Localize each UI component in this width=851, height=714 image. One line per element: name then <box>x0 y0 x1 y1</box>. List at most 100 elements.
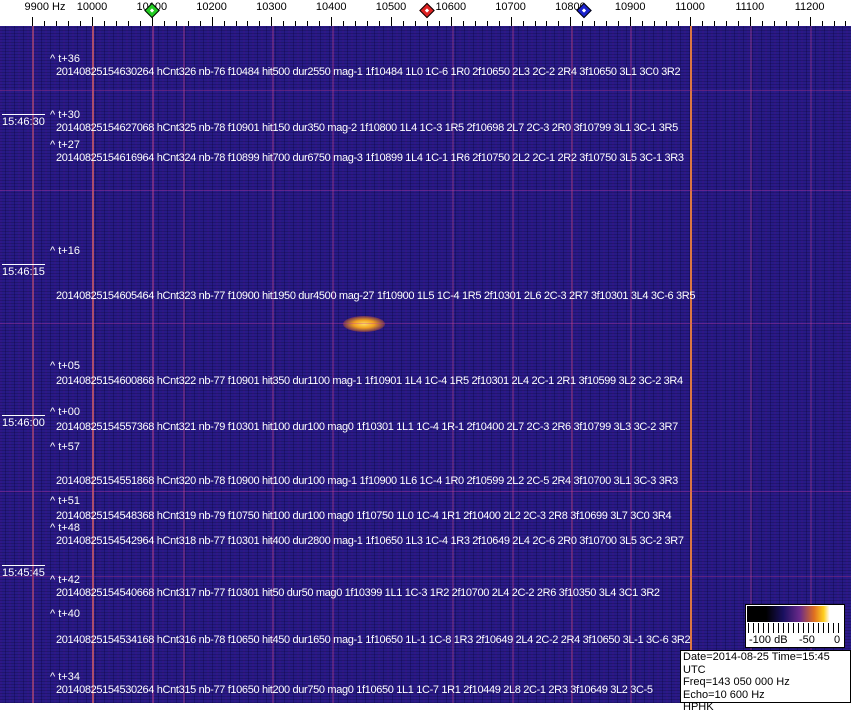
detection-record: 20140825154616964 hCnt324 nb-78 f10899 h… <box>56 152 684 164</box>
axis-tick <box>462 21 464 26</box>
time-offset-label: ^ t+05 <box>50 360 80 372</box>
horizontal-line <box>0 491 851 492</box>
time-offset-label: ^ t+34 <box>50 671 80 683</box>
axis-tick <box>402 21 404 26</box>
axis-tick-label: 10700 <box>495 1 526 13</box>
axis-tick <box>283 21 285 26</box>
info-echo: Echo=10 600 Hz <box>683 688 765 701</box>
time-offset-label: ^ t+40 <box>50 608 80 620</box>
axis-tick <box>92 17 93 26</box>
axis-tick-label: 11100 <box>735 1 765 13</box>
frequency-marker[interactable] <box>419 2 435 19</box>
axis-tick-label: 10500 <box>375 1 407 13</box>
detection-record: 20140825154627068 hCnt325 nb-78 f10901 h… <box>56 122 678 134</box>
interference-line <box>452 26 454 703</box>
interference-line <box>750 26 752 703</box>
axis-tick <box>486 21 488 26</box>
axis-tick <box>821 21 823 26</box>
detection-record: 20140825154548368 hCnt319 nb-79 f10750 h… <box>56 510 672 522</box>
axis-tick <box>773 21 775 26</box>
axis-tick-label: 10600 <box>435 1 467 13</box>
time-offset-label: ^ t+36 <box>50 53 80 65</box>
interference-line <box>810 26 812 703</box>
time-label: 15:46:00 <box>2 415 45 429</box>
detection-record: 20140825154630264 hCnt326 nb-76 f10484 h… <box>56 66 681 78</box>
axis-tick <box>654 21 656 26</box>
axis-tick <box>749 17 751 26</box>
axis-tick <box>247 21 249 26</box>
time-offset-label: ^ t+00 <box>50 406 80 418</box>
detection-record: 20140825154605464 hCnt323 nb-77 f10900 h… <box>56 290 696 302</box>
info-freq: Freq=143 050 000 Hz <box>683 676 790 688</box>
axis-tick <box>139 21 141 26</box>
axis-tick <box>307 21 309 26</box>
axis-tick <box>534 21 536 26</box>
interference-line <box>571 26 573 703</box>
colorbar-ticks <box>748 623 842 633</box>
interference-line <box>92 26 94 703</box>
interference-line <box>32 26 34 703</box>
axis-unit-label: 9900 Hz <box>24 1 66 13</box>
axis-tick <box>797 21 799 26</box>
axis-tick <box>809 17 811 26</box>
axis-tick <box>235 21 237 26</box>
time-offset-label: ^ t+51 <box>50 495 80 507</box>
axis-tick <box>737 21 739 26</box>
time-offset-label: ^ t+42 <box>50 574 80 586</box>
time-label: 15:45:45 <box>2 565 45 579</box>
info-date-time: Date=2014-08-25 Time=15:45 UTC <box>683 651 830 676</box>
axis-tick <box>606 21 608 26</box>
axis-tick <box>211 17 213 26</box>
axis-tick <box>295 21 297 26</box>
axis-tick <box>701 21 703 26</box>
interference-line <box>183 26 185 703</box>
horizontal-line <box>0 190 851 191</box>
time-offset-label: ^ t+57 <box>50 441 80 453</box>
colorbar-label-min: -100 dB <box>749 634 788 646</box>
axis-tick <box>391 17 392 26</box>
axis-tick-label: 11000 <box>675 1 705 13</box>
detection-record: 20140825154540668 hCnt317 nb-77 f10301 h… <box>56 587 660 599</box>
axis-tick <box>44 21 46 26</box>
axis-tick <box>845 21 847 26</box>
frequency-axis: 9900 Hz 10000101001020010300104001050010… <box>0 0 851 26</box>
axis-tick-label: 10000 <box>76 1 108 13</box>
time-offset-label: ^ t+16 <box>50 245 80 257</box>
axis-tick <box>570 17 572 26</box>
axis-tick <box>546 21 548 26</box>
axis-tick <box>127 21 129 26</box>
horizontal-line <box>0 576 851 577</box>
axis-tick-label: 11200 <box>794 1 825 13</box>
detection-record: 20140825154534168 hCnt316 nb-78 f10650 h… <box>56 634 691 646</box>
axis-tick <box>259 21 261 26</box>
axis-tick <box>103 21 105 26</box>
axis-tick <box>438 21 440 26</box>
detection-record: 20140825154551868 hCnt320 nb-78 f10900 h… <box>56 475 678 487</box>
axis-tick <box>522 21 524 26</box>
detection-record: 20140825154600868 hCnt322 nb-77 f10901 h… <box>56 375 683 387</box>
axis-tick <box>151 17 153 26</box>
time-offset-label: ^ t+48 <box>50 522 80 534</box>
axis-tick <box>379 21 381 26</box>
axis-tick <box>163 21 165 26</box>
axis-tick <box>642 21 644 26</box>
detection-record: 20140825154530264 hCnt315 nb-77 f10650 h… <box>56 684 653 696</box>
axis-tick <box>666 21 668 26</box>
axis-tick <box>498 21 500 26</box>
colorbar-label-mid: -50 <box>799 634 815 646</box>
axis-tick-label: 10900 <box>614 1 646 13</box>
axis-tick <box>618 21 620 26</box>
axis-tick <box>761 21 763 26</box>
horizontal-line <box>0 323 851 324</box>
axis-tick <box>331 17 333 26</box>
axis-tick <box>115 21 117 26</box>
time-offset-label: ^ t+27 <box>50 139 80 151</box>
interference-line <box>332 26 334 703</box>
axis-tick <box>56 21 58 26</box>
axis-tick <box>630 17 632 26</box>
axis-tick <box>833 21 835 26</box>
axis-tick <box>223 21 225 26</box>
colorbar-gradient <box>747 606 843 622</box>
axis-tick <box>594 21 596 26</box>
axis-tick <box>426 21 428 26</box>
